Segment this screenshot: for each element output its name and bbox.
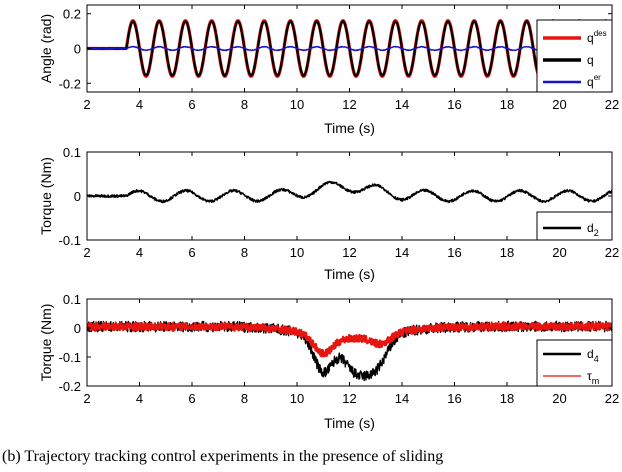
x-tick-label: 4 bbox=[136, 391, 143, 406]
x-tick-label: 2 bbox=[83, 245, 90, 260]
x-tick-label: 14 bbox=[395, 97, 409, 112]
x-tick-label: 14 bbox=[395, 245, 409, 260]
y-tick-label: 0 bbox=[74, 189, 81, 204]
series-q-er-line bbox=[87, 45, 612, 52]
x-tick-label: 16 bbox=[447, 391, 461, 406]
x-tick-label: 8 bbox=[241, 97, 248, 112]
legend: d2 bbox=[536, 211, 613, 241]
x-tick-label: 8 bbox=[241, 245, 248, 260]
x-tick-label: 12 bbox=[342, 97, 356, 112]
x-tick-label: 4 bbox=[136, 245, 143, 260]
x-tick-label: 6 bbox=[188, 97, 195, 112]
panel-3: 2 4 6 8 10 12 14 16 18 20 22 0.1 0 -0.1 -0.2 Time (s) To… bbox=[38, 292, 619, 431]
x-tick-label: 12 bbox=[342, 245, 356, 260]
y-axis-label: Torque (Nm) bbox=[38, 304, 54, 382]
panel-1: 2 4 6 8 10 12 14 16 18 20 22 0.2 0 -0.2 Time (s) Angle … bbox=[38, 4, 619, 136]
x-tick-label: 14 bbox=[395, 391, 409, 406]
legend-entry: d4 bbox=[587, 347, 599, 364]
y-tick-label: -0.1 bbox=[59, 233, 81, 248]
y-axis-label: Torque (Nm) bbox=[38, 157, 54, 235]
y-tick-label: 0 bbox=[74, 321, 81, 336]
x-tick-label: 4 bbox=[136, 97, 143, 112]
x-tick-label: 18 bbox=[500, 391, 514, 406]
y-axis-label: Angle (rad) bbox=[38, 14, 54, 83]
y-tick-label: 0.1 bbox=[63, 292, 81, 307]
x-tick-label: 6 bbox=[188, 391, 195, 406]
x-tick-label: 12 bbox=[342, 391, 356, 406]
y-tick-label: 0.1 bbox=[63, 145, 81, 160]
legend: qdes q qer bbox=[536, 19, 613, 93]
x-tick-label: 2 bbox=[83, 97, 90, 112]
y-tick-label: -0.2 bbox=[59, 379, 81, 394]
x-tick-label: 10 bbox=[290, 97, 304, 112]
x-tick-label: 18 bbox=[500, 97, 514, 112]
x-tick-label: 16 bbox=[447, 245, 461, 260]
series-d-2-line bbox=[87, 180, 612, 204]
legend-entry: qdes bbox=[587, 29, 607, 45]
legend-entry: d2 bbox=[587, 221, 599, 238]
x-tick-label: 8 bbox=[241, 391, 248, 406]
legend-entry: qer bbox=[587, 73, 601, 89]
x-tick-label: 18 bbox=[500, 245, 514, 260]
y-tick-label: -0.2 bbox=[59, 76, 81, 91]
y-tick-label: 0 bbox=[74, 42, 81, 57]
legend-entry: τm bbox=[587, 369, 599, 386]
x-tick-label: 22 bbox=[605, 245, 619, 260]
x-tick-label: 20 bbox=[552, 391, 566, 406]
legend-entry: q bbox=[587, 53, 594, 67]
x-tick-label: 22 bbox=[605, 97, 619, 112]
legend: d4 τm bbox=[536, 339, 613, 387]
x-tick-label: 10 bbox=[290, 391, 304, 406]
x-tick-label: 22 bbox=[605, 391, 619, 406]
x-axis-label: Time (s) bbox=[324, 415, 375, 431]
x-tick-label: 6 bbox=[188, 245, 195, 260]
x-tick-label: 16 bbox=[447, 97, 461, 112]
y-tick-label: 0.2 bbox=[63, 7, 81, 22]
panel-2: 2 4 6 8 10 12 14 16 18 20 22 0.1 0 -0.1 Time (s) Torque… bbox=[38, 145, 619, 282]
x-axis-label: Time (s) bbox=[324, 266, 375, 282]
x-tick-label: 10 bbox=[290, 245, 304, 260]
x-tick-label: 2 bbox=[83, 391, 90, 406]
figure-caption: (b) Trajectory tracking control experime… bbox=[2, 448, 444, 465]
x-tick-label: 20 bbox=[552, 245, 566, 260]
series-tau-m-line bbox=[87, 321, 612, 358]
y-tick-label: -0.1 bbox=[59, 350, 81, 365]
x-tick-label: 20 bbox=[552, 97, 566, 112]
x-axis-label: Time (s) bbox=[324, 120, 375, 136]
